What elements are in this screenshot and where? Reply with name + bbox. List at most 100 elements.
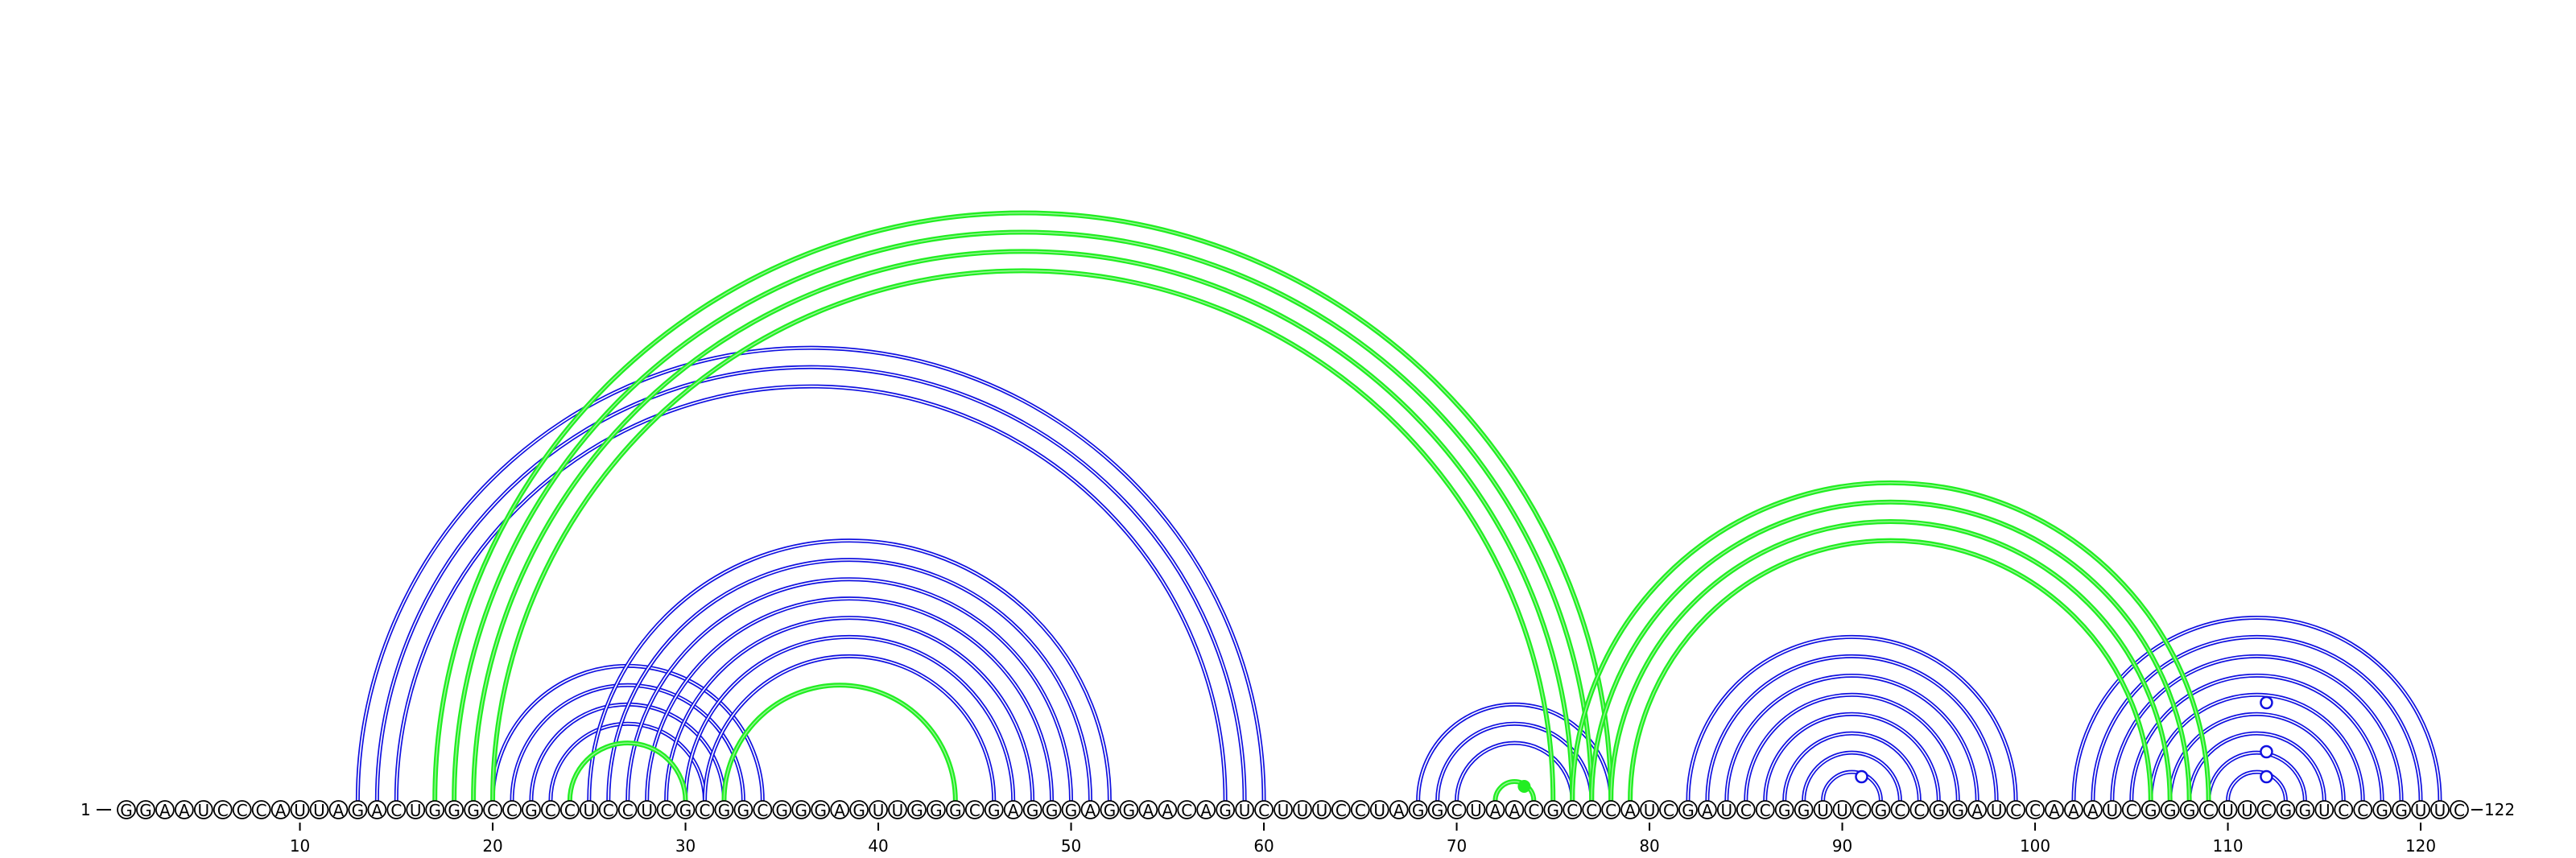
green-arc <box>432 210 1614 802</box>
nucleotide-circle <box>1794 800 1814 819</box>
nucleotide-circle <box>1563 800 1583 819</box>
nucleotide-letter: A <box>1085 801 1096 820</box>
nucleotide-letter: C <box>2126 801 2137 820</box>
nucleotide: C <box>2025 800 2045 820</box>
nucleotide: C <box>1331 800 1351 820</box>
green-arc <box>721 683 958 802</box>
nucleotide-letter: G <box>1123 801 1136 820</box>
nucleotide-circle <box>1890 800 1910 819</box>
loop-marker <box>2260 695 2273 710</box>
blue-arc-core <box>1455 742 1574 802</box>
nucleotide: U <box>1466 800 1486 820</box>
nucleotide: A <box>1158 800 1178 820</box>
nucleotide-circle <box>1736 800 1756 819</box>
nucleotide: U <box>2102 800 2122 820</box>
blue-arc-core <box>2207 752 2306 802</box>
nucleotide: G <box>1061 800 1081 820</box>
nucleotide: G <box>1119 800 1139 820</box>
nucleotide: G <box>1100 800 1120 820</box>
nucleotide-letter: U <box>873 801 885 820</box>
nucleotide-circle <box>1003 800 1023 819</box>
nucleotide: C <box>695 800 715 820</box>
nucleotide-letter: C <box>1335 801 1347 820</box>
nucleotide-circle <box>1659 800 1678 819</box>
nucleotide-letter: G <box>139 801 152 820</box>
nucleotide-circle <box>2256 800 2277 819</box>
position-axis: 10 20 30 40 50 60 70 80 90 100 110 120 <box>290 823 2436 856</box>
nucleotide: C <box>2353 800 2373 820</box>
nucleotide-letter: G <box>2164 801 2177 820</box>
nucleotide-circle <box>830 800 850 819</box>
nucleotide-letter: U <box>1817 801 1829 820</box>
blue-arc-core <box>2169 713 2345 802</box>
nucleotide-circle <box>136 800 155 819</box>
nucleotide-circle <box>174 800 194 819</box>
nucleotide-letter: U <box>2434 801 2446 820</box>
blue-arc <box>1821 769 1883 802</box>
green-arc-core <box>1571 482 2210 802</box>
nucleotide-circle <box>1832 800 1852 819</box>
nucleotide-circle <box>2295 800 2315 819</box>
nucleotide-circle <box>772 800 792 819</box>
nucleotide-circle <box>1331 800 1351 819</box>
nucleotide-letter: C <box>661 801 672 820</box>
nucleotide-letter: U <box>1278 801 1290 820</box>
nucleotide-letter: A <box>2068 801 2079 820</box>
nucleotide-letter: C <box>1528 801 1539 820</box>
blue-arc-core <box>1783 732 1921 802</box>
nucleotide-circle <box>1909 800 1930 819</box>
nucleotide: G <box>117 800 136 820</box>
green-arc <box>471 249 1575 802</box>
nucleotide-circle <box>522 800 541 819</box>
nucleotide: C <box>2334 800 2354 820</box>
nucleotide-circle <box>2392 800 2412 819</box>
nucleotide-letter: C <box>1355 801 1366 820</box>
nucleotide-letter: A <box>1624 801 1636 820</box>
nucleotide: A <box>830 800 850 820</box>
nucleotide-letter: G <box>1219 801 1232 820</box>
nucleotide-circle <box>1408 800 1428 819</box>
nucleotide-circle <box>541 800 560 819</box>
nucleotide: C <box>656 800 676 820</box>
nucleotide: U <box>1640 800 1659 820</box>
nucleotide-letter: U <box>2241 801 2253 820</box>
nucleotide: U <box>2430 800 2450 820</box>
nucleotide-letter: C <box>2454 801 2465 820</box>
nucleotide-circle <box>117 800 136 819</box>
tick-label: 20 <box>482 836 502 856</box>
nucleotide: C <box>598 800 618 820</box>
nucleotide-letter: C <box>1740 801 1752 820</box>
nucleotide-circle <box>270 800 291 819</box>
nucleotide: G <box>444 800 464 820</box>
nucleotide: G <box>348 800 368 820</box>
nucleotide-letter: A <box>179 801 190 820</box>
green-arc-core <box>1591 501 2190 802</box>
blue-arc-core <box>588 539 1111 802</box>
blue-arc-core <box>511 684 745 802</box>
nucleotide-letter: G <box>1412 801 1425 820</box>
blue-arc-core <box>1436 723 1592 802</box>
blue-arc-core <box>1764 713 1940 802</box>
nucleotide: C <box>502 800 522 820</box>
nucleotide-circle <box>386 800 407 819</box>
nucleotide-letter: G <box>988 801 1001 820</box>
nucleotide-letter: C <box>2357 801 2368 820</box>
nucleotide-letter: G <box>949 801 962 820</box>
nucleotide-letter: C <box>622 801 634 820</box>
nucleotide-letter: G <box>2145 801 2157 820</box>
blue-arc <box>2226 769 2288 802</box>
nucleotide-letter: A <box>1509 801 1521 820</box>
blue-arc-core <box>704 655 995 802</box>
nucleotide-circle <box>2006 800 2026 819</box>
nucleotide-circle <box>1254 800 1274 819</box>
nucleotide-letter: A <box>275 801 287 820</box>
nucleotide-letter: U <box>2415 801 2427 820</box>
nucleotide-circle <box>733 800 753 819</box>
nucleotide-letter: G <box>1547 801 1560 820</box>
nucleotide-circle <box>1100 800 1120 819</box>
nucleotide-circle <box>1447 800 1467 819</box>
nucleotide: A <box>1697 800 1717 820</box>
nucleotide-circle <box>984 800 1004 819</box>
nucleotide-letter: U <box>410 801 422 820</box>
nucleotide-letter: C <box>1913 801 1925 820</box>
